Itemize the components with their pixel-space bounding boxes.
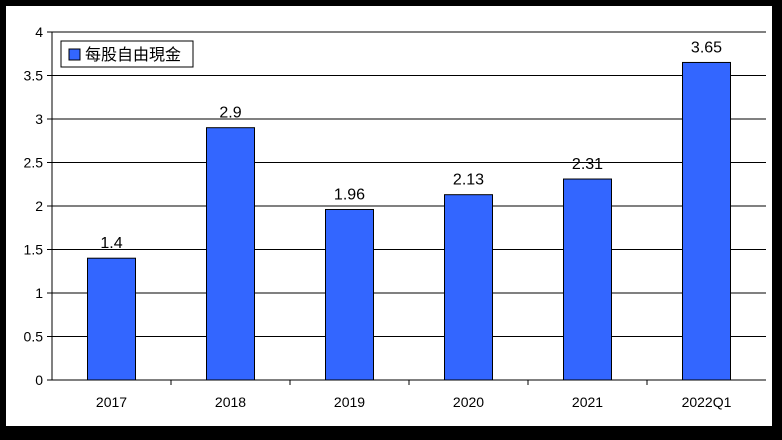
y-tick-label: 0: [35, 372, 43, 388]
x-tick-label: 2019: [334, 394, 365, 410]
bar-2018: [206, 127, 255, 381]
x-tick-label: 2017: [96, 394, 127, 410]
x-tick-label: 2020: [453, 394, 484, 410]
y-tick-label: 2: [35, 198, 43, 214]
bar-2017: [87, 257, 136, 381]
x-tick-label: 2018: [215, 394, 246, 410]
data-label: 3.65: [691, 39, 722, 56]
data-label: 2.9: [219, 105, 241, 122]
data-label: 2.31: [572, 156, 603, 173]
y-tick-label: 3.5: [24, 68, 44, 84]
bar-2022q1: [682, 61, 731, 381]
bar-2021: [563, 178, 612, 381]
data-label: 2.13: [453, 172, 484, 189]
y-tick-label: 0.5: [24, 329, 44, 345]
y-tick-label: 1: [35, 285, 43, 301]
legend-box: [60, 40, 194, 68]
legend-label: 每股自由現金: [85, 45, 181, 64]
y-tick-label: 2.5: [24, 155, 44, 171]
y-tick-label: 4: [35, 24, 43, 40]
data-label: 1.96: [334, 186, 365, 203]
x-tick-label: 2021: [572, 394, 603, 410]
x-tick-label: 2022Q1: [682, 394, 732, 410]
y-tick-label: 3: [35, 111, 43, 127]
bar-2020: [444, 194, 493, 381]
legend-swatch: [68, 48, 81, 61]
chart-frame: 0 0.5 1 1.5 2 2.5 3 3.5 4 1.4 2017 2.9 2018 1.96 2019 2…: [6, 6, 772, 426]
data-label: 1.4: [100, 235, 122, 252]
bar-2019: [325, 208, 374, 381]
bar-chart: 0 0.5 1 1.5 2 2.5 3 3.5 4 1.4 2017 2.9 2018 1.96 2019 2…: [24, 24, 766, 410]
y-tick-label: 1.5: [24, 242, 44, 258]
